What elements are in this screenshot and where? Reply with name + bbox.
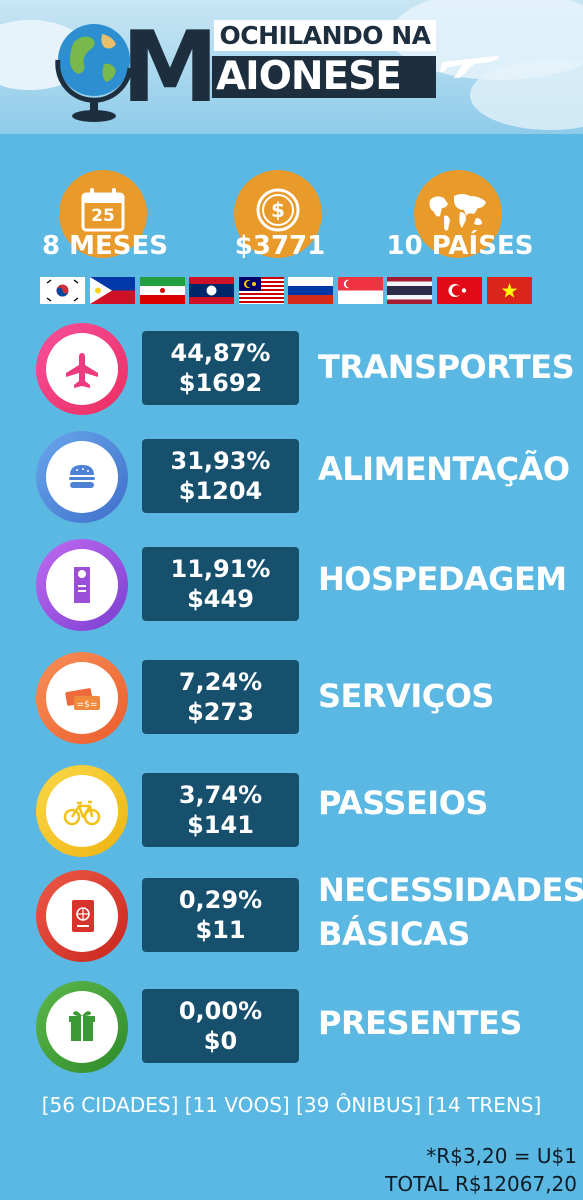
logo-letter-m: M (121, 11, 219, 125)
gift-icon (69, 1011, 95, 1041)
world-map-icon (429, 194, 486, 231)
trip-counts: [56 CIDADES] [11 VOOS] [39 ÔNIBUS] [14 T… (41, 1093, 542, 1117)
flag-russia (288, 277, 333, 304)
category-label-line-1: NECESSIDADES (318, 871, 583, 909)
category-amount: $273 (187, 698, 254, 726)
stat-countries: 10 PAÍSES (386, 231, 534, 261)
category-value-box: 44,87% $1692 (142, 331, 299, 405)
stat-cost: $3771 (234, 231, 326, 261)
stat-circle-countries (414, 170, 502, 258)
category-percent: 0,29% (178, 886, 263, 914)
logo-top-text: OCHILANDO NA (214, 20, 436, 51)
category-amount: $449 (187, 585, 254, 613)
category-percent: 0,00% (178, 997, 263, 1025)
category-percent: 11,91% (170, 555, 271, 583)
category-row-presentes: 0,00% $0 PRESENTES (0, 981, 583, 1073)
bicycle-icon (63, 800, 101, 826)
category-amount: $1692 (178, 369, 263, 397)
category-ring: =$= (36, 652, 128, 744)
category-label: SERVIÇOS (318, 677, 494, 715)
category-percent: 31,93% (170, 447, 271, 475)
category-value-box: 0,00% $0 (142, 989, 299, 1063)
flag-philippines (90, 277, 135, 304)
category-label: ALIMENTAÇÃO (318, 450, 570, 488)
category-ring (36, 323, 128, 415)
category-row-passeios: 3,74% $141 PASSEIOS (0, 765, 583, 857)
stat-circle-months: 25 (59, 170, 147, 258)
flag-singapore (338, 277, 383, 304)
airplane-icon (440, 40, 500, 84)
category-label-line-2: BÁSICAS (318, 915, 470, 953)
category-label: PASSEIOS (318, 784, 488, 822)
category-row-servicos: =$= 7,24% $273 SERVIÇOS (0, 652, 583, 744)
category-percent: 3,74% (178, 781, 263, 809)
passport-icon (72, 900, 94, 932)
category-ring (36, 431, 128, 523)
burger-icon (69, 465, 95, 488)
category-amount: $1204 (178, 477, 263, 505)
category-row-alimentacao: 31,93% $1204 ALIMENTAÇÃO (0, 431, 583, 523)
coin-symbol: $ (271, 198, 285, 222)
flag-turkey (437, 277, 482, 304)
svg-text:=$=: =$= (77, 700, 98, 710)
category-label: PRESENTES (318, 1004, 522, 1042)
category-label: HOSPEDAGEM (318, 560, 567, 598)
category-ring (36, 981, 128, 1073)
category-label: TRANSPORTES (318, 348, 575, 386)
category-row-necessidades-basicas: 0,29% $11 NECESSIDADES BÁSICAS (0, 870, 583, 962)
category-value-box: 3,74% $141 (142, 773, 299, 847)
category-row-transportes: 44,87% $1692 TRANSPORTES (0, 323, 583, 415)
logo-bottom-text: AIONESE (212, 56, 436, 98)
flag-thailand (387, 277, 432, 304)
category-ring (36, 765, 128, 857)
door-hanger-icon (74, 567, 90, 603)
dollar-coin-icon (256, 188, 300, 232)
category-value-box: 0,29% $11 (142, 878, 299, 952)
category-value-box: 31,93% $1204 (142, 439, 299, 513)
globe-icon (44, 12, 140, 124)
category-ring (36, 539, 128, 631)
category-amount: $141 (187, 811, 254, 839)
flag-iran (140, 277, 185, 304)
category-amount: $0 (203, 1027, 238, 1055)
flag-vietnam (487, 277, 532, 304)
total-cost: TOTAL R$12067,20 (385, 1172, 577, 1196)
stat-circle-cost: $ (234, 170, 322, 258)
flag-laos (189, 277, 234, 304)
flag-south-korea (40, 277, 85, 304)
airplane-icon (66, 353, 98, 388)
category-ring (36, 870, 128, 962)
category-row-hospedagem: 11,91% $449 HOSPEDAGEM (0, 539, 583, 631)
calendar-icon (81, 188, 125, 232)
money-bills-icon: =$= (65, 688, 100, 710)
exchange-rate-note: *R$3,20 = U$1 (426, 1144, 577, 1168)
header-banner: M OCHILANDO NA AIONESE (0, 0, 583, 134)
category-percent: 44,87% (170, 339, 271, 367)
category-amount: $11 (195, 916, 246, 944)
calendar-day: 25 (91, 206, 115, 226)
stat-months: 8 MESES (42, 231, 168, 261)
flag-malaysia (239, 277, 284, 304)
category-percent: 7,24% (178, 668, 263, 696)
category-value-box: 11,91% $449 (142, 547, 299, 621)
category-value-box: 7,24% $273 (142, 660, 299, 734)
